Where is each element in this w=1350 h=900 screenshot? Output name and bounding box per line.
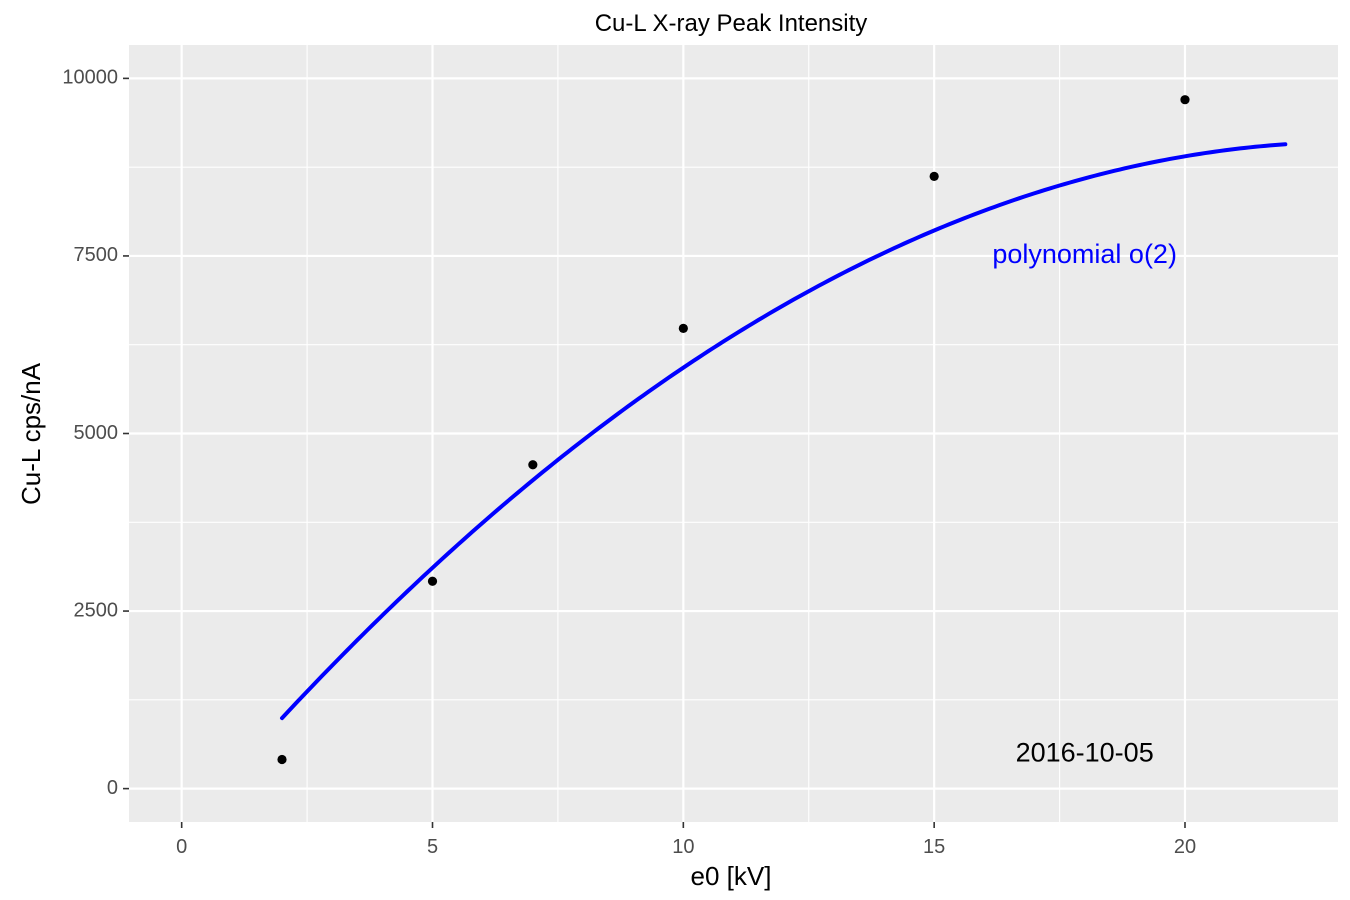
y-axis-ticks: 0 2500 5000 7500 10000 [62,67,129,799]
y-tick-label: 2500 [74,599,119,621]
x-tick-label: 15 [923,836,945,858]
data-point [929,171,939,181]
x-tick-label: 5 [427,836,438,858]
y-tick-label: 5000 [74,422,119,444]
data-point [528,460,538,470]
annotation-label: polynomial o(2) [992,239,1177,269]
x-tick-label: 10 [672,836,694,858]
y-tick-label: 7500 [74,244,119,266]
annotation-label: 2016-10-05 [1016,738,1154,768]
y-tick-label: 10000 [62,67,118,89]
data-point [1180,95,1190,105]
x-tick-label: 0 [176,836,187,858]
fit-line-group [280,142,1288,721]
data-point [678,323,688,333]
data-point [277,754,287,765]
grid-major [129,45,1338,822]
x-axis-ticks: 0 5 10 15 20 [176,822,1196,858]
annotations: polynomial o(2) 2016-10-05 [992,239,1177,768]
data-points [277,95,1190,765]
fit-line [280,142,1288,721]
data-point [427,576,438,586]
x-tick-label: 20 [1174,836,1196,858]
y-axis-title: Cu-L cps/nA [16,362,46,505]
y-tick-label: 0 [107,777,118,799]
chart-title: Cu-L X-ray Peak Intensity [595,10,868,37]
x-axis-title: e0 [kV] [691,861,772,891]
